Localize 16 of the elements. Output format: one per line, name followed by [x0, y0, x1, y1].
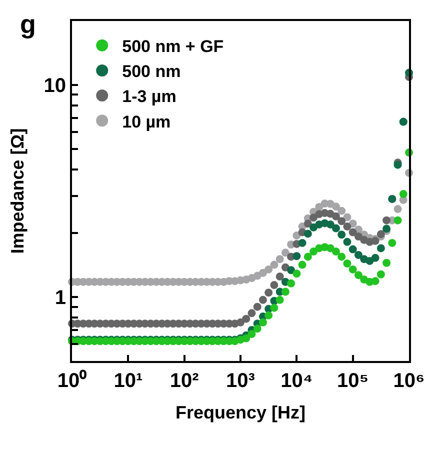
- x-tick-label: 10¹: [114, 370, 143, 392]
- x-tick-label: 10⁴: [280, 370, 313, 392]
- legend-label: 1-3 µm: [122, 87, 176, 106]
- y-tick-label: 10: [44, 74, 66, 97]
- text: g: [20, 9, 36, 39]
- x-tick-label: 10²: [170, 370, 200, 392]
- legend-label: 500 nm + GF: [122, 36, 224, 56]
- x-axis-title: Frequency [Hz]: [175, 402, 306, 423]
- x-tick-label: 10⁵: [337, 370, 369, 392]
- x-tick-label: 10⁶: [393, 370, 425, 392]
- x-tick-label: 10³: [226, 370, 256, 392]
- x-tick-label: 10⁰: [57, 369, 87, 392]
- y-axis-title: Impedance [Ω]: [7, 128, 28, 254]
- legend-label: 500 nm: [122, 62, 181, 82]
- y-tick-label: 1: [54, 287, 66, 310]
- legend-label: 10 µm: [122, 112, 171, 132]
